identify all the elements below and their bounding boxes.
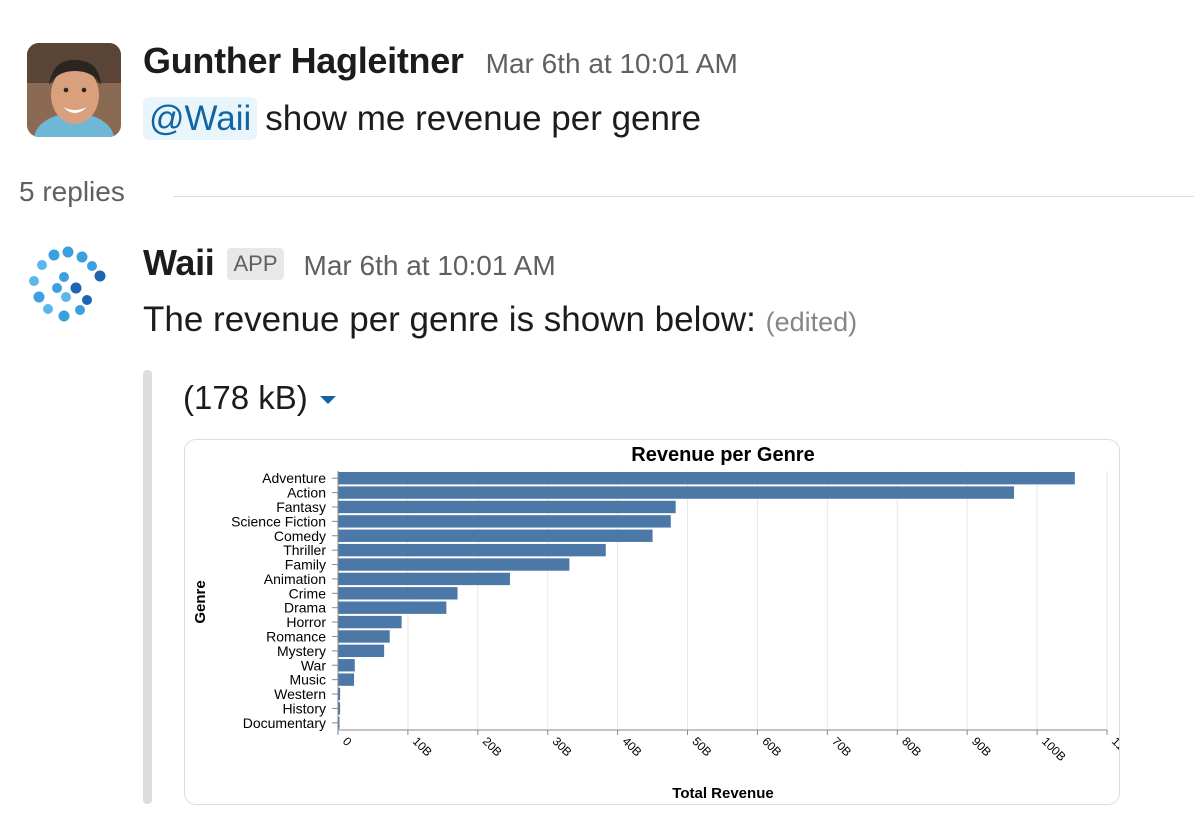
bar-drama xyxy=(338,601,447,614)
bar-music xyxy=(338,673,355,686)
attachment-toggle[interactable]: (178 kB) xyxy=(183,379,336,417)
waii-logo-icon[interactable] xyxy=(24,243,114,333)
x-tick-label: 50B xyxy=(689,734,714,759)
x-tick-label: 90B xyxy=(969,734,994,759)
x-tick-label: 70B xyxy=(829,734,854,759)
y-tick-label: Comedy xyxy=(274,528,326,544)
y-tick-label: Action xyxy=(287,485,326,501)
author-name[interactable]: Waii xyxy=(143,242,215,283)
x-tick-label: 30B xyxy=(550,734,575,759)
x-tick-label: 10B xyxy=(410,734,435,759)
bar-horror xyxy=(338,615,402,629)
message-body: The revenue per genre is shown below: xyxy=(143,300,756,339)
y-tick-label: Family xyxy=(285,557,326,573)
y-tick-label: Adventure xyxy=(262,470,326,486)
x-tick-label: 80B xyxy=(899,734,924,759)
revenue-chart: Revenue per Genre Genre Total Revenue 0 1… xyxy=(192,444,1119,802)
replies-divider xyxy=(173,196,1194,197)
y-tick-label: Romance xyxy=(266,628,326,644)
x-tick-label: 0 xyxy=(340,734,355,749)
bar-comedy xyxy=(338,529,653,542)
x-tick-label: 110B xyxy=(1109,734,1119,763)
bar-action xyxy=(338,486,1015,499)
y-tick-label: History xyxy=(282,700,326,716)
bar-history xyxy=(338,702,341,715)
caret-down-icon[interactable] xyxy=(319,396,336,404)
author-name[interactable]: Gunther Hagleitner xyxy=(143,40,464,81)
message-header-gunther: Gunther Hagleitner Mar 6th at 10:01 AM xyxy=(143,40,738,82)
message-timestamp[interactable]: Mar 6th at 10:01 AM xyxy=(303,250,556,281)
x-axis-label: Total Revenue xyxy=(672,785,773,802)
x-tick-label: 60B xyxy=(759,734,784,759)
bar-fantasy xyxy=(338,500,676,514)
bar-science-fiction xyxy=(338,515,671,528)
bar-thriller xyxy=(338,543,606,557)
bar-romance xyxy=(338,630,390,643)
x-tick-label: 100B xyxy=(1039,734,1069,764)
message-text-gunther: @Waii show me revenue per genre xyxy=(143,97,702,140)
y-tick-label: Crime xyxy=(289,585,327,601)
y-tick-label: Drama xyxy=(284,600,326,616)
y-tick-label: War xyxy=(301,657,326,673)
file-size-label: (178 kB) xyxy=(183,379,308,416)
message-text-waii: The revenue per genre is shown below: (e… xyxy=(143,300,857,340)
chart-title: Revenue per Genre xyxy=(631,444,814,466)
bar-western xyxy=(338,687,341,701)
edited-label: (edited) xyxy=(765,307,858,337)
bar-documentary xyxy=(338,716,340,729)
chart-image[interactable]: Revenue per Genre Genre Total Revenue 0 1… xyxy=(184,439,1120,805)
y-axis-label: Genre xyxy=(192,580,209,623)
y-tick-label: Music xyxy=(289,672,326,688)
y-tick-label: Mystery xyxy=(277,643,326,659)
bar-family xyxy=(338,558,570,571)
mention-waii[interactable]: @Waii xyxy=(143,97,258,140)
message-body: show me revenue per genre xyxy=(265,99,702,138)
attachment-left-bar xyxy=(143,370,152,804)
message-header-waii: Waii APP Mar 6th at 10:01 AM xyxy=(143,242,556,284)
bar-adventure xyxy=(338,472,1075,485)
y-tick-label: Animation xyxy=(264,571,326,587)
x-tick-label: 20B xyxy=(480,734,505,759)
x-tick-label: 40B xyxy=(620,734,645,759)
y-tick-label: Western xyxy=(274,686,326,702)
y-tick-label: Documentary xyxy=(243,715,326,731)
bar-animation xyxy=(338,572,510,586)
app-badge: APP xyxy=(227,248,284,280)
message-timestamp[interactable]: Mar 6th at 10:01 AM xyxy=(485,48,738,79)
avatar-gunther[interactable] xyxy=(27,43,121,137)
bar-crime xyxy=(338,587,458,600)
y-tick-label: Thriller xyxy=(283,542,326,558)
y-tick-label: Science Fiction xyxy=(231,513,326,529)
bar-mystery xyxy=(338,644,385,658)
thread-replies-count[interactable]: 5 replies xyxy=(19,176,125,207)
y-tick-label: Fantasy xyxy=(276,499,326,515)
bar-war xyxy=(338,659,355,672)
y-tick-label: Horror xyxy=(286,614,326,630)
